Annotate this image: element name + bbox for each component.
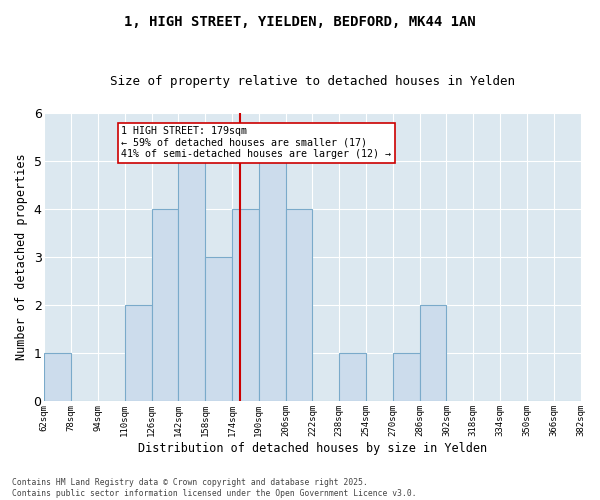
- Title: Size of property relative to detached houses in Yelden: Size of property relative to detached ho…: [110, 75, 515, 88]
- Text: Contains HM Land Registry data © Crown copyright and database right 2025.
Contai: Contains HM Land Registry data © Crown c…: [12, 478, 416, 498]
- Bar: [205, 257, 232, 402]
- Bar: [419, 305, 446, 402]
- X-axis label: Distribution of detached houses by size in Yelden: Distribution of detached houses by size …: [138, 442, 487, 455]
- Bar: [178, 161, 205, 402]
- Bar: [125, 305, 152, 402]
- Bar: [152, 209, 178, 402]
- Bar: [259, 161, 286, 402]
- Bar: [339, 354, 366, 402]
- Text: 1, HIGH STREET, YIELDEN, BEDFORD, MK44 1AN: 1, HIGH STREET, YIELDEN, BEDFORD, MK44 1…: [124, 15, 476, 29]
- Bar: [286, 209, 313, 402]
- Y-axis label: Number of detached properties: Number of detached properties: [15, 154, 28, 360]
- Text: 1 HIGH STREET: 179sqm
← 59% of detached houses are smaller (17)
41% of semi-deta: 1 HIGH STREET: 179sqm ← 59% of detached …: [121, 126, 391, 160]
- Bar: [393, 354, 419, 402]
- Bar: [44, 354, 71, 402]
- Bar: [232, 209, 259, 402]
